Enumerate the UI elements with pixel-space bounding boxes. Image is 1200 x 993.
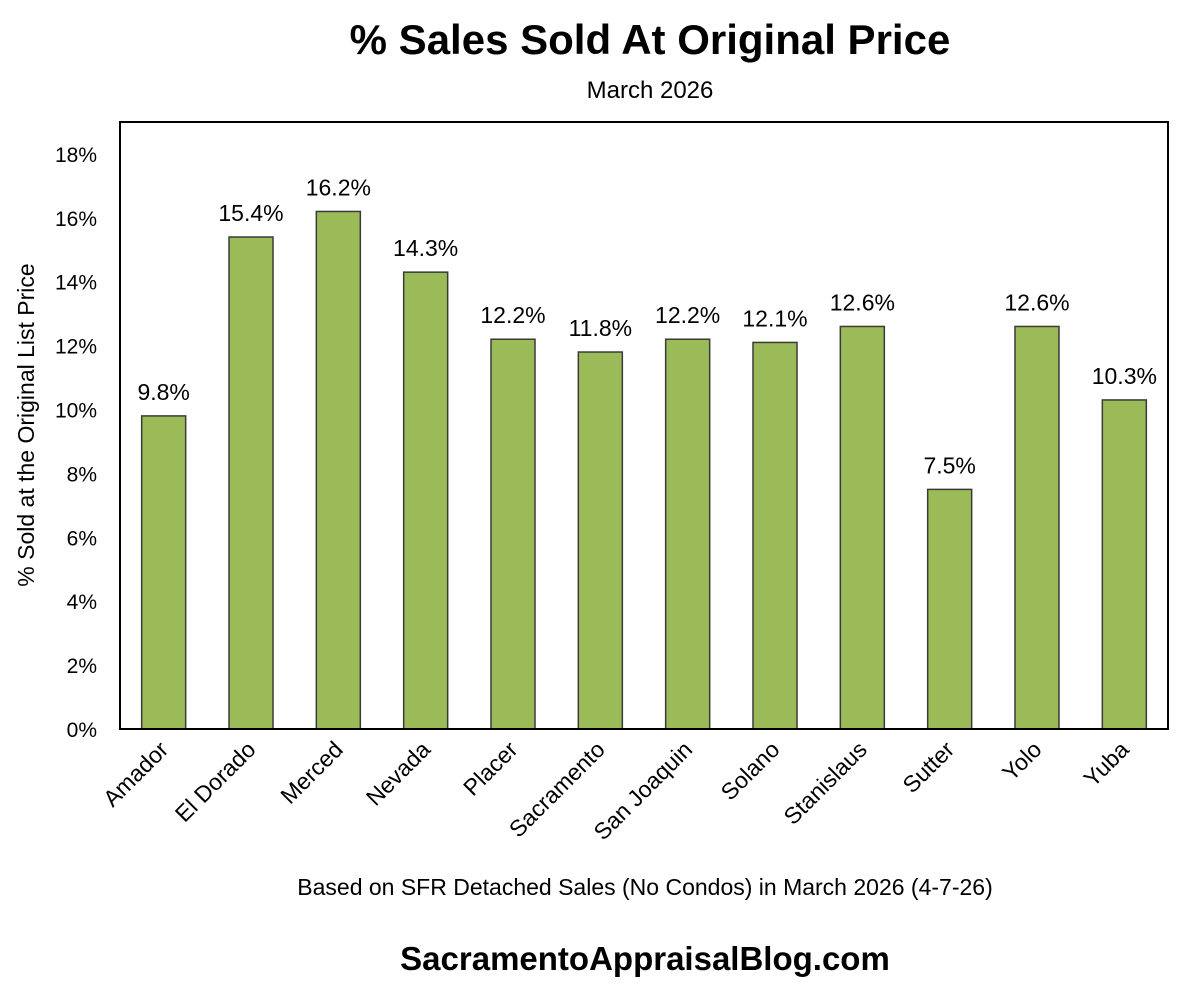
data-label: 12.1% [742, 305, 807, 331]
y-tick-label: 16% [55, 208, 97, 231]
data-label: 12.2% [480, 302, 545, 328]
x-tick-label: Sutter [897, 736, 959, 798]
chart-title: % Sales Sold At Original Price [350, 16, 951, 63]
x-tick-label: Merced [275, 736, 348, 809]
data-label: 16.2% [306, 174, 371, 200]
data-label: 11.8% [569, 315, 633, 341]
data-label: 12.2% [655, 302, 720, 328]
footer-source: SacramentoAppraisalBlog.com [400, 940, 890, 977]
x-tick-label: Placer [458, 736, 523, 801]
x-tick-label: Yolo [997, 736, 1046, 785]
bar-el-dorado [228, 236, 274, 730]
y-tick-label: 2% [67, 655, 97, 678]
bar-yuba [1101, 399, 1148, 730]
y-tick-label: 8% [67, 463, 97, 486]
data-label: 9.8% [137, 379, 189, 405]
bar-san-joaquin [664, 338, 711, 730]
y-tick-label: 10% [55, 400, 97, 423]
bar-stanislaus [839, 325, 886, 730]
data-label: 15.4% [218, 200, 283, 226]
y-tick-label: 6% [67, 527, 97, 550]
bar-sutter [926, 488, 973, 730]
data-label: 12.6% [830, 289, 895, 315]
y-tick-label: 4% [67, 591, 97, 614]
x-tick-label: Amador [98, 736, 174, 812]
x-tick-label: Yuba [1078, 736, 1134, 792]
bar-yolo [1014, 325, 1060, 730]
x-tick-label: Stanislaus [778, 736, 871, 829]
plot-area-border [119, 121, 1169, 730]
footer-note: Based on SFR Detached Sales (No Condos) … [297, 874, 992, 900]
y-tick-label: 12% [55, 336, 97, 359]
bar-nevada [402, 271, 449, 730]
x-tick-label: Nevada [361, 736, 436, 811]
x-tick-label: El Dorado [170, 736, 261, 827]
data-label: 12.6% [1004, 289, 1069, 315]
y-tick-label: 18% [55, 144, 97, 167]
y-axis-label: % Sold at the Original List Price [13, 263, 39, 586]
bar-sacramento [577, 351, 624, 730]
data-label: 14.3% [393, 235, 458, 261]
bar-solano [752, 341, 798, 730]
bar-amador [140, 415, 187, 730]
bar-merced [315, 210, 362, 730]
y-tick-label: 14% [55, 272, 97, 295]
y-tick-label: 0% [67, 719, 97, 742]
data-label: 7.5% [923, 452, 975, 478]
chart-subtitle: March 2026 [587, 77, 714, 104]
x-tick-label: Solano [716, 736, 785, 805]
bar-placer [490, 338, 536, 730]
data-label: 10.3% [1092, 363, 1157, 389]
